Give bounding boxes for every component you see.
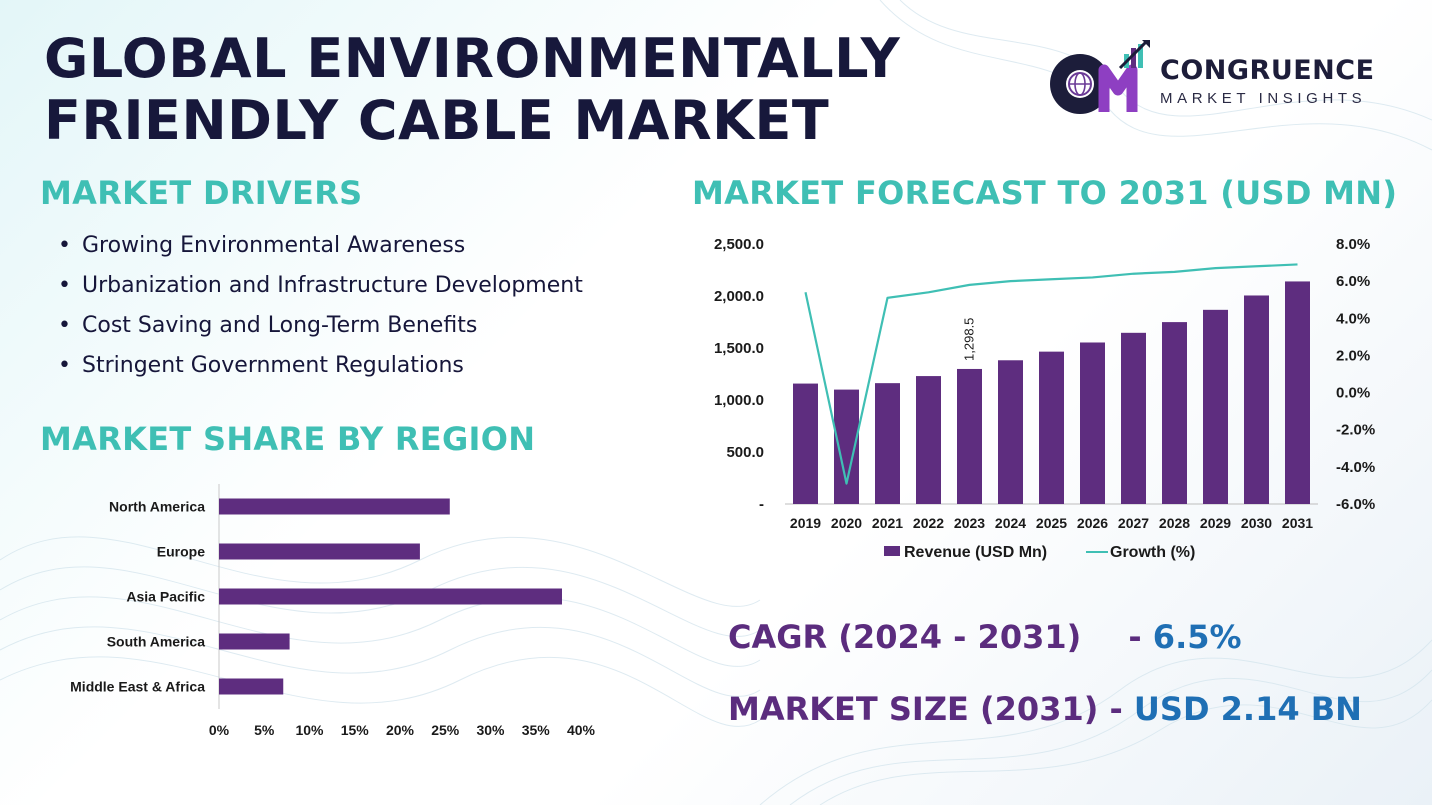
revenue-data-label: 1,298.5 xyxy=(962,318,977,361)
forecast-x-tick-label: 2021 xyxy=(872,515,903,531)
region-bar xyxy=(219,543,420,560)
region-bar xyxy=(219,498,450,515)
market-drivers-heading: MARKET DRIVERS xyxy=(40,174,363,212)
forecast-x-tick-label: 2020 xyxy=(831,515,862,531)
driver-item: Urbanization and Infrastructure Developm… xyxy=(58,270,583,310)
revenue-bar xyxy=(998,360,1023,504)
market-drivers-list: Growing Environmental Awareness Urbaniza… xyxy=(58,230,583,390)
region-bar xyxy=(219,633,290,650)
region-x-tick-label: 10% xyxy=(295,722,324,738)
forecast-left-tick-label: 1,500.0 xyxy=(714,340,764,357)
revenue-bar xyxy=(793,383,818,504)
page-title: GLOBAL ENVIRONMENTALLY FRIENDLY CABLE MA… xyxy=(44,28,900,152)
market-size-label: MARKET SIZE (2031) xyxy=(728,690,1099,728)
forecast-x-tick-label: 2022 xyxy=(913,515,944,531)
driver-item: Growing Environmental Awareness xyxy=(58,230,583,270)
forecast-right-tick-label: -6.0% xyxy=(1336,496,1375,513)
forecast-x-tick-label: 2027 xyxy=(1118,515,1149,531)
globe-bar-chart-logo-icon xyxy=(1050,40,1150,114)
revenue-bar xyxy=(1080,342,1105,504)
legend-revenue-label: Revenue (USD Mn) xyxy=(904,544,1047,561)
cagr-stat: CAGR (2024 - 2031) - 6.5% xyxy=(728,618,1242,656)
region-category-label: South America xyxy=(107,634,205,650)
forecast-left-tick-label: 2,500.0 xyxy=(714,236,764,253)
revenue-bar xyxy=(1244,295,1269,504)
title-line-2: FRIENDLY CABLE MARKET xyxy=(44,89,830,152)
forecast-x-tick-label: 2030 xyxy=(1241,515,1272,531)
forecast-right-tick-label: 2.0% xyxy=(1336,347,1370,364)
legend-growth-label: Growth (%) xyxy=(1110,544,1195,561)
region-bar xyxy=(219,588,562,605)
region-x-tick-label: 20% xyxy=(386,722,415,738)
forecast-left-tick-label: 500.0 xyxy=(726,444,764,461)
forecast-x-tick-label: 2019 xyxy=(790,515,821,531)
forecast-right-tick-label: 0.0% xyxy=(1336,385,1370,402)
forecast-x-tick-label: 2025 xyxy=(1036,515,1067,531)
forecast-x-tick-label: 2029 xyxy=(1200,515,1231,531)
logo-name: CONGRUENCE xyxy=(1160,55,1375,86)
forecast-left-tick-label: 1,000.0 xyxy=(714,392,764,409)
forecast-x-tick-label: 2031 xyxy=(1282,515,1313,531)
region-x-tick-label: 15% xyxy=(341,722,370,738)
revenue-bar xyxy=(1039,351,1064,504)
forecast-right-tick-label: -2.0% xyxy=(1336,422,1375,439)
revenue-bar xyxy=(957,368,982,504)
forecast-right-tick-label: 8.0% xyxy=(1336,236,1370,253)
market-size-value: USD 2.14 BN xyxy=(1133,690,1362,728)
revenue-bar xyxy=(875,383,900,504)
title-line-1: GLOBAL ENVIRONMENTALLY xyxy=(44,27,901,90)
company-logo: CONGRUENCE MARKET INSIGHTS xyxy=(1046,40,1396,120)
region-x-tick-label: 0% xyxy=(209,722,230,738)
driver-item: Cost Saving and Long-Term Benefits xyxy=(58,310,583,350)
forecast-x-tick-label: 2028 xyxy=(1159,515,1190,531)
region-category-label: Europe xyxy=(157,544,205,560)
forecast-x-tick-label: 2026 xyxy=(1077,515,1108,531)
forecast-left-tick-label: 2,000.0 xyxy=(714,288,764,305)
region-share-heading: MARKET SHARE BY REGION xyxy=(40,420,536,458)
market-size-separator: - xyxy=(1109,690,1123,728)
legend-revenue-swatch xyxy=(884,546,900,556)
cagr-value: 6.5% xyxy=(1152,618,1242,656)
region-bar xyxy=(219,678,284,695)
forecast-x-tick-label: 2024 xyxy=(995,515,1026,531)
region-category-label: Middle East & Africa xyxy=(70,679,205,695)
revenue-bar xyxy=(1203,309,1228,504)
logo-subtitle: MARKET INSIGHTS xyxy=(1160,90,1367,107)
region-x-tick-label: 35% xyxy=(522,722,551,738)
region-x-tick-label: 40% xyxy=(567,722,596,738)
cagr-label: CAGR (2024 - 2031) xyxy=(728,618,1082,656)
region-category-label: Asia Pacific xyxy=(126,589,205,605)
revenue-bar xyxy=(1285,281,1310,504)
region-x-tick-label: 5% xyxy=(254,722,275,738)
forecast-right-tick-label: -4.0% xyxy=(1336,459,1375,476)
revenue-bar xyxy=(1162,322,1187,504)
region-x-tick-label: 30% xyxy=(476,722,505,738)
forecast-right-tick-label: 6.0% xyxy=(1336,273,1370,290)
revenue-bar xyxy=(1121,332,1146,504)
forecast-right-tick-label: 4.0% xyxy=(1336,310,1370,327)
forecast-x-tick-label: 2023 xyxy=(954,515,985,531)
region-x-tick-label: 25% xyxy=(431,722,460,738)
driver-item: Stringent Government Regulations xyxy=(58,350,583,390)
region-category-label: North America xyxy=(109,499,205,515)
growth-line xyxy=(804,263,1298,485)
forecast-left-tick-label: - xyxy=(759,496,764,513)
revenue-bar xyxy=(916,376,941,504)
forecast-heading: MARKET FORECAST TO 2031 (USD MN) xyxy=(692,174,1398,212)
cagr-separator: - xyxy=(1128,618,1142,656)
market-size-stat: MARKET SIZE (2031) - USD 2.14 BN xyxy=(728,690,1362,728)
